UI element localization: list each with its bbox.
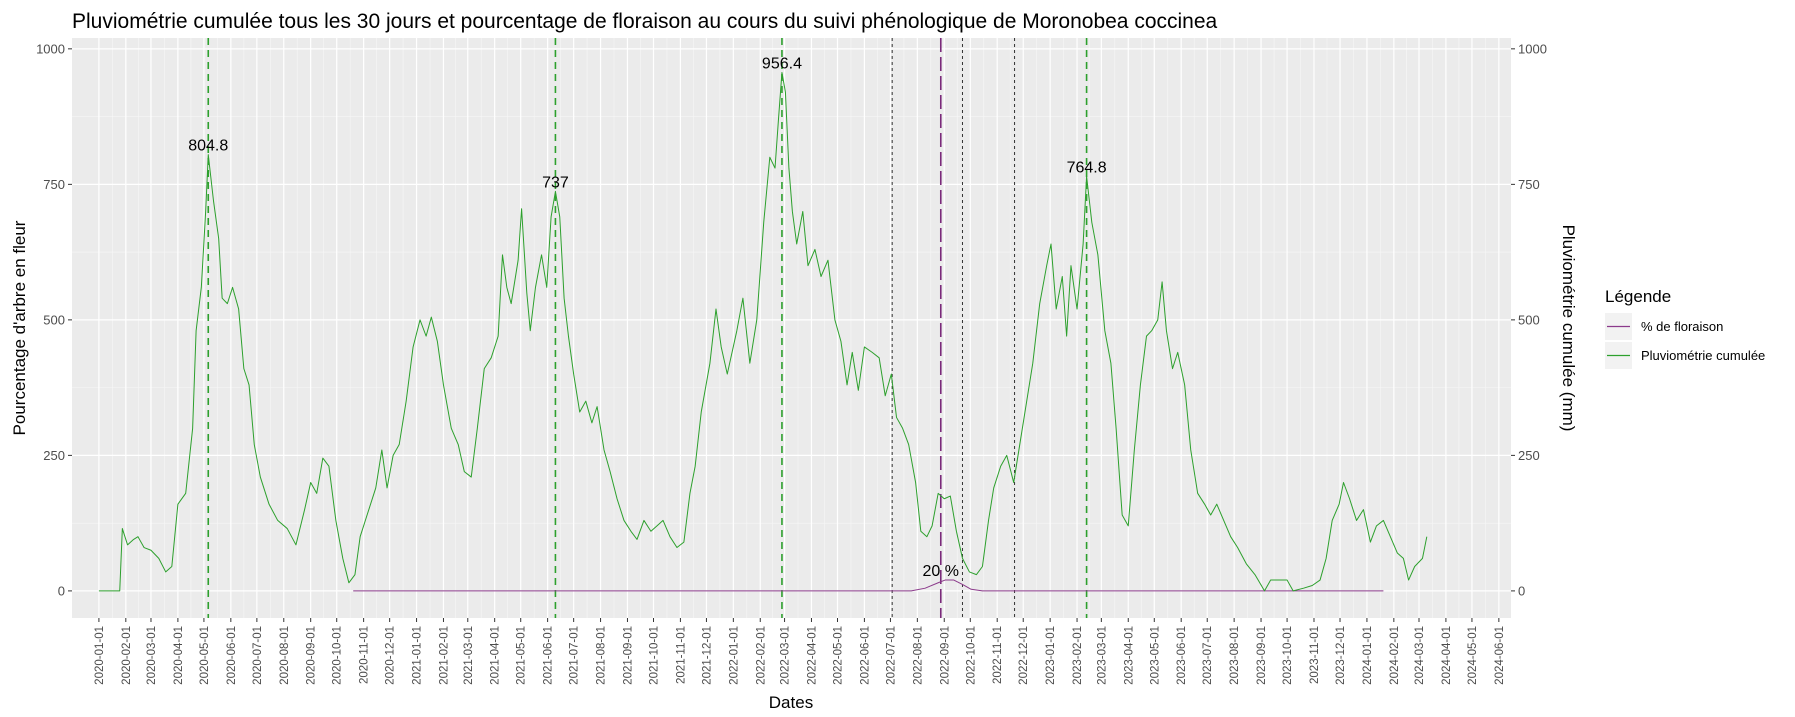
- chart-title: Pluviométrie cumulée tous les 30 jours e…: [72, 10, 1218, 33]
- x-tick-label: 2021-04-01: [490, 626, 502, 685]
- x-tick-label: 2022-12-01: [1018, 626, 1030, 685]
- x-tick-label: 2024-04-01: [1441, 626, 1453, 685]
- x-tick-label: 2023-01-01: [1045, 626, 1057, 685]
- x-tick-label: 2020-08-01: [279, 626, 291, 685]
- series-line-pluviometrie: [98, 71, 1428, 592]
- axis-layer: 0 0 250 250 500 500 750 750 1000 1000 2020-01-01 20…: [36, 41, 1547, 684]
- y-tick-label-right: 500: [1518, 312, 1540, 327]
- x-tick-label: 2021-01-01: [412, 626, 424, 685]
- legend-items: % de floraison Pluviométrie cumulée: [1605, 313, 1765, 369]
- x-tick-label: 2024-03-01: [1414, 626, 1426, 685]
- x-tick-label: 2024-05-01: [1467, 626, 1479, 685]
- x-tick-label: 2023-09-01: [1256, 626, 1268, 685]
- grid-layer: [72, 38, 1511, 618]
- x-tick-label: 2023-12-01: [1335, 626, 1347, 685]
- x-tick-label: 2023-08-01: [1229, 626, 1241, 685]
- y-tick-label-right: 750: [1518, 177, 1540, 192]
- x-tick-label: 2023-03-01: [1096, 626, 1108, 685]
- x-tick-label: 2020-11-01: [359, 626, 371, 684]
- x-tick-label: 2020-04-01: [173, 626, 185, 685]
- x-tick-label: 2023-11-01: [1309, 626, 1321, 684]
- x-tick-label: 2021-09-01: [622, 626, 634, 685]
- x-tick-label: 2020-10-01: [332, 626, 344, 685]
- y-tick-label-left: 750: [43, 177, 65, 192]
- plot-panel: [72, 38, 1511, 618]
- y-tick-label-left: 1000: [36, 41, 65, 56]
- x-tick-label: 2022-08-01: [912, 626, 924, 685]
- series-layer: [98, 71, 1428, 592]
- x-tick-label: 2020-03-01: [146, 626, 158, 685]
- data-label: 20 %: [923, 563, 959, 580]
- x-tick-label: 2020-07-01: [252, 626, 264, 685]
- x-tick-label: 2022-11-01: [992, 626, 1004, 684]
- annotation-layer: 804.8 737 956.4 764.8 20 %: [188, 55, 1106, 580]
- x-tick-label: 2021-12-01: [701, 626, 713, 685]
- x-tick-label: 2021-03-01: [463, 626, 475, 685]
- legend: Légende % de floraison Pluviométrie cumul…: [1605, 287, 1765, 369]
- reference-lines: [207, 38, 1088, 618]
- x-tick-label: 2024-02-01: [1389, 626, 1401, 685]
- x-tick-label: 2023-04-01: [1123, 626, 1135, 685]
- x-tick-label: 2023-05-01: [1149, 626, 1161, 685]
- y-tick-label-right: 1000: [1518, 41, 1547, 56]
- x-tick-label: 2023-06-01: [1176, 626, 1188, 685]
- x-tick-label: 2020-01-01: [94, 626, 106, 685]
- x-tick-label: 2024-06-01: [1494, 626, 1506, 685]
- x-tick-label: 2022-09-01: [939, 626, 951, 685]
- data-label: 764.8: [1067, 159, 1107, 176]
- y-tick-label-left: 0: [58, 583, 65, 598]
- series-line-floraison: [353, 579, 1384, 592]
- x-tick-label: 2021-05-01: [516, 626, 528, 685]
- legend-title: Légende: [1605, 287, 1671, 306]
- x-tick-label: 2020-05-01: [199, 626, 211, 685]
- x-tick-label: 2022-04-01: [806, 626, 818, 685]
- x-tick-label: 2021-02-01: [438, 626, 450, 685]
- y-tick-label-left: 500: [43, 312, 65, 327]
- x-tick-label: 2020-02-01: [121, 626, 133, 685]
- y-axis-left-title: Pourcentage d'arbre en fleur: [10, 220, 29, 435]
- x-tick-label: 2022-01-01: [728, 626, 740, 685]
- x-tick-label: 2022-03-01: [780, 626, 792, 685]
- y-tick-label-right: 0: [1518, 583, 1525, 598]
- x-tick-label: 2021-07-01: [569, 626, 581, 685]
- x-tick-label: 2024-01-01: [1362, 626, 1374, 685]
- x-axis-title: Dates: [769, 693, 813, 712]
- y-tick-label-right: 250: [1518, 448, 1540, 463]
- x-tick-label: 2021-06-01: [543, 626, 555, 685]
- x-tick-label: 2022-06-01: [859, 626, 871, 685]
- data-label: 737: [542, 174, 569, 191]
- x-tick-label: 2023-10-01: [1282, 626, 1294, 685]
- x-tick-label: 2023-02-01: [1072, 626, 1084, 685]
- legend-label: % de floraison: [1641, 319, 1723, 334]
- x-tick-label: 2022-05-01: [832, 626, 844, 685]
- x-tick-label: 2022-02-01: [755, 626, 767, 685]
- x-tick-label: 2020-09-01: [306, 626, 318, 685]
- legend-label: Pluviométrie cumulée: [1641, 348, 1765, 363]
- y-tick-label-left: 250: [43, 448, 65, 463]
- x-tick-label: 2022-07-01: [885, 626, 897, 685]
- x-tick-label: 2020-06-01: [226, 626, 238, 685]
- x-tick-label: 2021-08-01: [596, 626, 608, 685]
- y-axis-right-title: Pluviométrie cumulée (mm): [1559, 225, 1578, 432]
- x-tick-label: 2023-07-01: [1202, 626, 1214, 685]
- data-label: 956.4: [762, 55, 802, 72]
- x-tick-label: 2021-11-01: [675, 626, 687, 684]
- x-tick-label: 2021-10-01: [649, 626, 661, 685]
- x-tick-label: 2022-10-01: [965, 626, 977, 685]
- data-label: 804.8: [188, 138, 228, 155]
- x-tick-label: 2020-12-01: [385, 626, 397, 685]
